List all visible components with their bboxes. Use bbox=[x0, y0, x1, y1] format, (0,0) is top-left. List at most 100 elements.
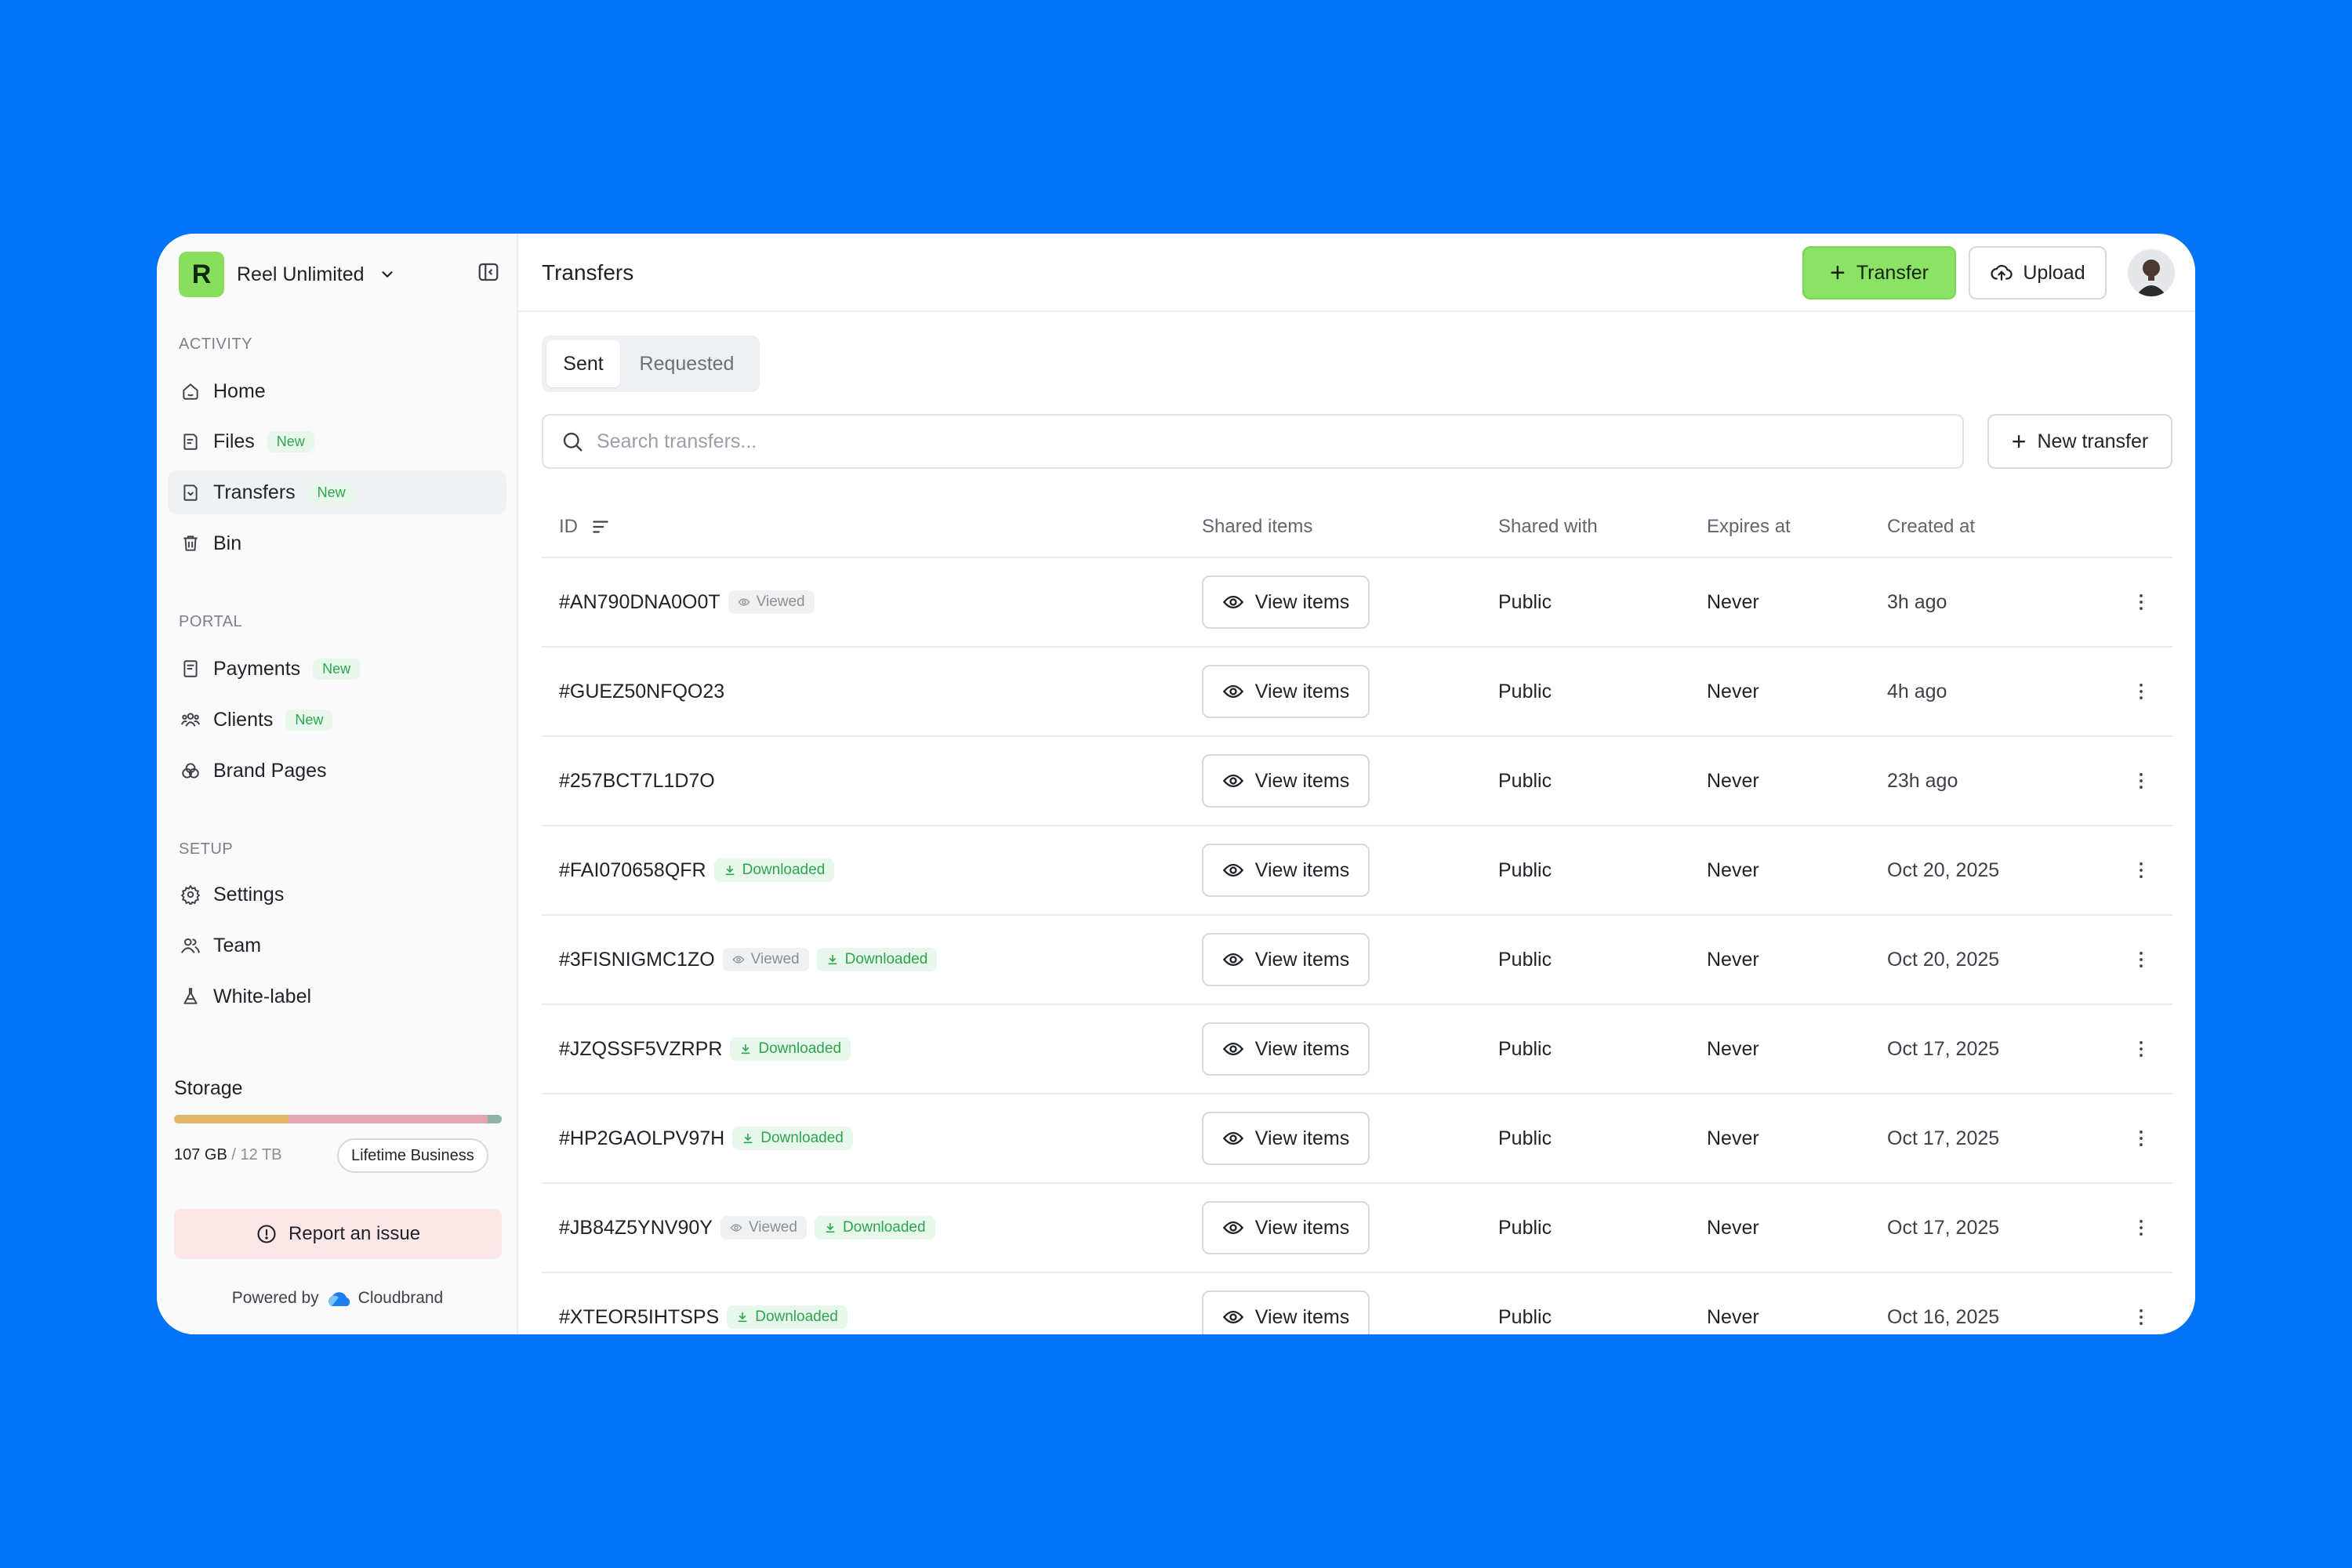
search-input[interactable] bbox=[597, 430, 1851, 453]
created-at-cell: 23h ago bbox=[1887, 769, 1958, 792]
workspace-switcher[interactable]: R Reel Unlimited bbox=[179, 251, 396, 298]
transfer-id: #HP2GAOLPV97H bbox=[559, 1127, 725, 1149]
powered-by-prefix: Powered by bbox=[231, 1289, 319, 1307]
sidebar-toggle-icon[interactable] bbox=[477, 260, 500, 288]
table-row[interactable]: #JB84Z5YNV90Y Viewed Downloaded View items… bbox=[542, 1184, 2172, 1273]
eye-icon bbox=[1222, 684, 1243, 699]
shared-items-cell: View items bbox=[1202, 826, 1370, 914]
sidebar-item-brand-pages[interactable]: Brand Pages bbox=[168, 749, 506, 793]
sidebar-item-bin[interactable]: Bin bbox=[168, 521, 506, 565]
view-items-button[interactable]: View items bbox=[1202, 575, 1370, 629]
shared-items-cell: View items bbox=[1202, 558, 1370, 646]
plan-badge[interactable]: Lifetime Business bbox=[337, 1138, 488, 1173]
more-vertical-icon bbox=[2140, 951, 2143, 968]
section-label-activity: ACTIVITY bbox=[179, 336, 253, 353]
row-menu-button[interactable] bbox=[2130, 737, 2152, 825]
view-items-button[interactable]: View items bbox=[1202, 754, 1370, 808]
powered-by-brand: Cloudbrand bbox=[358, 1289, 444, 1307]
row-menu-button[interactable] bbox=[2130, 1184, 2152, 1272]
column-shared-items: Shared items bbox=[1202, 516, 1313, 537]
created-at-cell: 4h ago bbox=[1887, 680, 1947, 702]
search-box[interactable] bbox=[542, 414, 1964, 469]
table-row[interactable]: #3FISNIGMC1ZO Viewed Downloaded View items… bbox=[542, 916, 2172, 1005]
avatar[interactable] bbox=[2128, 249, 2175, 296]
transfer-icon bbox=[183, 485, 198, 501]
workspace-name: Reel Unlimited bbox=[237, 263, 365, 285]
expires-at-cell: Never bbox=[1707, 1127, 1759, 1149]
eye-icon bbox=[1222, 774, 1243, 788]
transfer-id-cell: #3FISNIGMC1ZO Viewed Downloaded bbox=[559, 916, 938, 1004]
table-row[interactable]: #JZQSSF5VZRPR Downloaded View items Publi… bbox=[542, 1005, 2172, 1094]
expires-at-cell: Never bbox=[1707, 1216, 1759, 1239]
row-menu-button[interactable] bbox=[2130, 1005, 2152, 1093]
sidebar-item-payments[interactable]: Payments New bbox=[168, 647, 506, 691]
row-menu-button[interactable] bbox=[2130, 826, 2152, 914]
more-vertical-icon bbox=[2140, 683, 2143, 700]
eye-icon bbox=[1222, 1042, 1243, 1056]
row-menu-button[interactable] bbox=[2130, 916, 2152, 1004]
sidebar-item-settings[interactable]: Settings bbox=[168, 873, 506, 916]
download-icon bbox=[738, 1312, 747, 1323]
table-row[interactable]: #GUEZ50NFQO23 View items Public Never 4h… bbox=[542, 648, 2172, 737]
new-transfer-button[interactable]: + New transfer bbox=[1987, 414, 2172, 469]
sidebar-item-team[interactable]: Team bbox=[168, 924, 506, 967]
more-vertical-icon bbox=[2140, 593, 2143, 611]
table-row[interactable]: #FAI070658QFR Downloaded View items Publi… bbox=[542, 826, 2172, 916]
table-row[interactable]: #AN790DNA0O0T Viewed View items Public Ne… bbox=[542, 558, 2172, 648]
transfer-id-cell: #HP2GAOLPV97H Downloaded bbox=[559, 1094, 853, 1182]
tab-requested[interactable]: Requested bbox=[639, 352, 735, 375]
sort-icon[interactable] bbox=[590, 517, 611, 537]
view-items-button[interactable]: View items bbox=[1202, 844, 1370, 897]
sidebar-item-clients[interactable]: Clients New bbox=[168, 698, 506, 742]
sidebar-item-home[interactable]: Home bbox=[168, 369, 506, 413]
cloud-logo-icon bbox=[328, 1292, 350, 1306]
table-row[interactable]: #HP2GAOLPV97H Downloaded View items Publi… bbox=[542, 1094, 2172, 1184]
shared-with-cell: Public bbox=[1498, 769, 1552, 792]
created-at-cell: Oct 20, 2025 bbox=[1887, 858, 2000, 881]
status-badge: Viewed bbox=[720, 1216, 807, 1240]
shared-items-cell: View items bbox=[1202, 737, 1370, 825]
eye-icon bbox=[730, 1224, 742, 1232]
sidebar-item-files[interactable]: Files New bbox=[168, 419, 506, 463]
sidebar-item-transfers[interactable]: Transfers New bbox=[168, 470, 506, 514]
storage-used: 107 GB bbox=[174, 1146, 227, 1163]
users-icon bbox=[181, 713, 200, 727]
report-issue-button[interactable]: Report an issue bbox=[174, 1209, 502, 1259]
upload-button[interactable]: Upload bbox=[1969, 246, 2107, 299]
tab-sent[interactable]: Sent bbox=[546, 340, 620, 387]
more-vertical-icon bbox=[2140, 772, 2143, 789]
shared-with-cell: Public bbox=[1498, 858, 1552, 881]
download-icon bbox=[741, 1044, 750, 1054]
more-vertical-icon bbox=[2140, 1219, 2143, 1236]
column-id[interactable]: ID bbox=[559, 516, 611, 538]
status-badge: Downloaded bbox=[727, 1305, 848, 1329]
more-vertical-icon bbox=[2140, 862, 2143, 879]
alert-circle-icon bbox=[257, 1225, 276, 1243]
upload-button-label: Upload bbox=[2023, 261, 2085, 284]
view-items-button[interactable]: View items bbox=[1202, 1201, 1370, 1254]
eye-icon bbox=[1222, 1131, 1243, 1145]
created-at-cell: Oct 17, 2025 bbox=[1887, 1037, 2000, 1060]
view-items-button[interactable]: View items bbox=[1202, 1022, 1370, 1076]
view-items-button[interactable]: View items bbox=[1202, 665, 1370, 718]
table-row[interactable]: #257BCT7L1D7O View items Public Never 23… bbox=[542, 737, 2172, 826]
sidebar-item-label: Bin bbox=[213, 532, 242, 554]
download-icon bbox=[828, 954, 837, 965]
row-menu-button[interactable] bbox=[2130, 1094, 2152, 1182]
more-vertical-icon bbox=[2140, 1040, 2143, 1058]
transfer-button-label: Transfer bbox=[1856, 261, 1929, 284]
row-menu-button[interactable] bbox=[2130, 558, 2152, 646]
row-menu-button[interactable] bbox=[2130, 648, 2152, 735]
transfer-id: #FAI070658QFR bbox=[559, 858, 706, 881]
sidebar-item-white-label[interactable]: White-label bbox=[168, 975, 506, 1018]
new-badge: New bbox=[285, 709, 333, 731]
transfer-button[interactable]: + Transfer bbox=[1802, 246, 1956, 299]
shared-with-cell: Public bbox=[1498, 1305, 1552, 1328]
brand-logo: R bbox=[179, 252, 224, 297]
view-items-button[interactable]: View items bbox=[1202, 933, 1370, 986]
row-menu-button[interactable] bbox=[2130, 1273, 2152, 1334]
table-row[interactable]: #XTEOR5IHTSPS Downloaded View items Publi… bbox=[542, 1273, 2172, 1334]
view-items-button[interactable]: View items bbox=[1202, 1290, 1370, 1334]
view-items-button[interactable]: View items bbox=[1202, 1112, 1370, 1165]
new-badge: New bbox=[267, 430, 314, 452]
